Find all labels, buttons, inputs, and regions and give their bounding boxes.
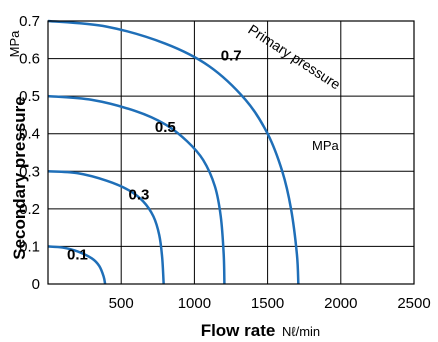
tick-labels: 500 1000 1500 2000 2500 0 0.1 0.2 0.3 0.4 0.5 0.6 0.… (19, 13, 431, 312)
series-label-0.5: 0.5 (155, 119, 176, 136)
y-tick-label: 0.5 (19, 88, 40, 105)
x-tick-label: 2500 (397, 295, 430, 312)
y-tick-label: 0.6 (19, 51, 40, 68)
x-tick-label: 500 (109, 295, 134, 312)
y-tick-label: 0.3 (19, 163, 40, 180)
y-tick-label: 0.4 (19, 126, 40, 143)
x-tick-label: 1000 (178, 295, 211, 312)
x-axis-title: Flow rate (201, 321, 276, 340)
series-line-0.5 (47, 94, 226, 285)
curve-labels: 0.1 0.3 0.5 0.7 (67, 47, 242, 263)
series-line-0.7 (47, 19, 300, 285)
series-line-0.3 (47, 170, 165, 285)
x-axis-unit: Nℓ/min (282, 324, 320, 339)
series-label-0.7: 0.7 (221, 47, 242, 64)
primary-pressure-unit: MPa (312, 138, 340, 153)
x-tick-label: 1500 (251, 295, 284, 312)
x-tick-label: 2000 (324, 295, 357, 312)
y-tick-label: 0.1 (19, 238, 40, 255)
y-tick-label: 0.2 (19, 201, 40, 218)
primary-pressure-label: Primary pressure (245, 21, 343, 93)
series-label-0.3: 0.3 (129, 186, 150, 203)
series-line-0.1 (47, 245, 107, 285)
y-tick-label: 0.7 (19, 13, 40, 30)
plot-frame (47, 20, 415, 285)
y-axis-title: Secondary pressure (10, 96, 29, 259)
grid (48, 21, 414, 284)
curves (47, 19, 300, 285)
y-tick-label: 0 (32, 276, 40, 293)
series-label-0.1: 0.1 (67, 247, 88, 264)
y-axis-unit: MPa (7, 30, 22, 58)
